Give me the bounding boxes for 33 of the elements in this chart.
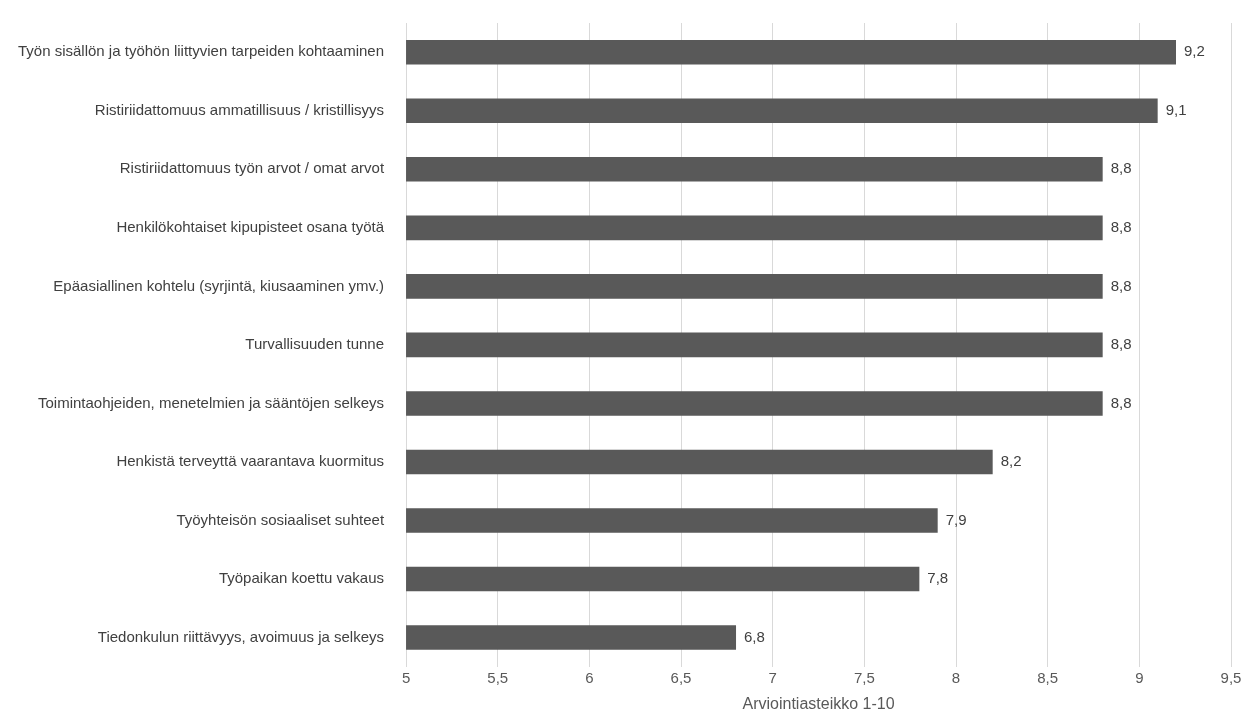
y-tick-label: Tiedonkulun riittävyys, avoimuus ja selkeys (97, 627, 385, 645)
y-tick-label: Ristiriidattomuus ammatillisuus / kristillisyys (94, 100, 385, 118)
data-label: 7,9 (945, 510, 967, 528)
x-tick-label: 8,5 (1037, 668, 1059, 686)
data-label: 8,8 (1110, 276, 1132, 294)
x-tick-label: 6 (585, 668, 594, 686)
y-tick-label: Ristiriidattomuus työn arvot / omat arvot (119, 159, 385, 177)
x-tick-label: 5,5 (487, 668, 509, 686)
data-label: 8,2 (1000, 452, 1022, 470)
y-tick-label: Toimintaohjeiden, menetelmien ja sääntöjen selkeys (38, 393, 385, 411)
data-label: 8,8 (1110, 393, 1132, 411)
data-label: 8,8 (1110, 335, 1132, 353)
x-tick-label: 7,5 (853, 668, 875, 686)
y-tick-label: Työyhteisön sosiaaliset suhteet (176, 510, 385, 528)
x-tick-label: 9,5 (1220, 668, 1242, 686)
data-label: 8,8 (1110, 159, 1132, 177)
data-label: 9,2 (1184, 42, 1205, 60)
y-tick-label: Työn sisällön ja työhön liittyvien tarpeiden kohtaaminen (17, 42, 385, 60)
y-tick-label: Henkistä terveyttä vaarantava kuormitus (116, 452, 385, 470)
x-tick-label: 6,5 (670, 668, 692, 686)
y-tick-label: Turvallisuuden tunne (245, 335, 385, 353)
data-label: 7,8 (927, 569, 949, 587)
data-label: 6,8 (744, 627, 765, 645)
x-tick-label: 5 (401, 668, 411, 686)
x-axis-title: Arviointiasteikko 1-10 (742, 694, 895, 712)
x-tick-label: 9 (1135, 668, 1144, 686)
y-tick-label: Epäasiallinen kohtelu (syrjintä, kiusaaminen ymv.) (53, 276, 385, 294)
x-tick-label: 7 (768, 668, 777, 686)
y-tick-label: Henkilökohtaiset kipupisteet osana työtä (116, 217, 385, 235)
data-label: 8,8 (1110, 217, 1132, 235)
x-tick-label: 8 (951, 668, 961, 686)
y-tick-label: Työpaikan koettu vakaus (218, 569, 385, 587)
data-label: 9,1 (1165, 100, 1187, 118)
